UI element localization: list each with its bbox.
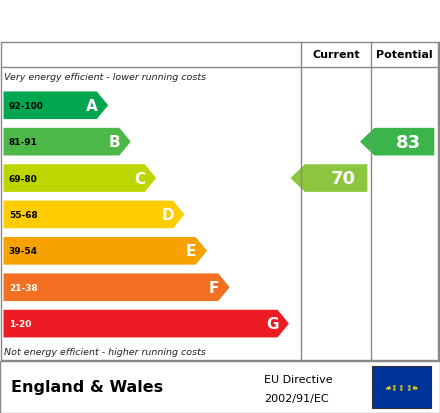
Text: 70: 70 bbox=[330, 170, 355, 188]
Text: Very energy efficient - lower running costs: Very energy efficient - lower running co… bbox=[4, 73, 206, 81]
Text: B: B bbox=[109, 135, 120, 150]
Text: 39-54: 39-54 bbox=[9, 247, 38, 256]
Text: Current: Current bbox=[312, 50, 360, 60]
Text: ★: ★ bbox=[385, 385, 390, 389]
Text: C: C bbox=[135, 171, 146, 186]
Text: ★: ★ bbox=[411, 385, 416, 390]
Text: Not energy efficient - higher running costs: Not energy efficient - higher running co… bbox=[4, 347, 206, 356]
Text: ★: ★ bbox=[399, 383, 404, 388]
Polygon shape bbox=[4, 310, 289, 337]
Text: 69-80: 69-80 bbox=[9, 174, 37, 183]
Text: 92-100: 92-100 bbox=[9, 102, 44, 111]
Text: E: E bbox=[186, 244, 197, 259]
Text: 21-38: 21-38 bbox=[9, 283, 37, 292]
Text: 2002/91/EC: 2002/91/EC bbox=[264, 394, 329, 404]
Text: Energy Efficiency Rating: Energy Efficiency Rating bbox=[10, 12, 288, 31]
Text: 55-68: 55-68 bbox=[9, 211, 37, 219]
Text: England & Wales: England & Wales bbox=[11, 380, 163, 394]
Text: 83: 83 bbox=[396, 133, 422, 151]
Polygon shape bbox=[4, 128, 131, 156]
Text: 1-20: 1-20 bbox=[9, 319, 31, 328]
Text: A: A bbox=[86, 99, 98, 114]
Text: Potential: Potential bbox=[377, 50, 433, 60]
Polygon shape bbox=[4, 92, 108, 120]
Text: ★: ★ bbox=[399, 386, 404, 391]
Bar bbox=[372, 366, 431, 408]
Text: ★: ★ bbox=[392, 383, 397, 388]
Text: ★: ★ bbox=[411, 384, 416, 389]
Text: F: F bbox=[209, 280, 219, 295]
Polygon shape bbox=[4, 165, 156, 192]
Polygon shape bbox=[4, 201, 184, 229]
Text: ★: ★ bbox=[406, 386, 411, 391]
Polygon shape bbox=[4, 274, 230, 301]
Text: 81-91: 81-91 bbox=[9, 138, 38, 147]
Polygon shape bbox=[360, 128, 434, 156]
Text: ★: ★ bbox=[413, 385, 418, 389]
Polygon shape bbox=[290, 165, 367, 192]
Text: ★: ★ bbox=[406, 383, 411, 388]
Text: EU Directive: EU Directive bbox=[264, 374, 333, 384]
Text: G: G bbox=[266, 316, 279, 331]
Text: ★: ★ bbox=[387, 384, 392, 389]
Text: ★: ★ bbox=[387, 385, 392, 390]
Polygon shape bbox=[4, 237, 207, 265]
Text: ★: ★ bbox=[392, 386, 397, 391]
Text: D: D bbox=[161, 207, 174, 223]
